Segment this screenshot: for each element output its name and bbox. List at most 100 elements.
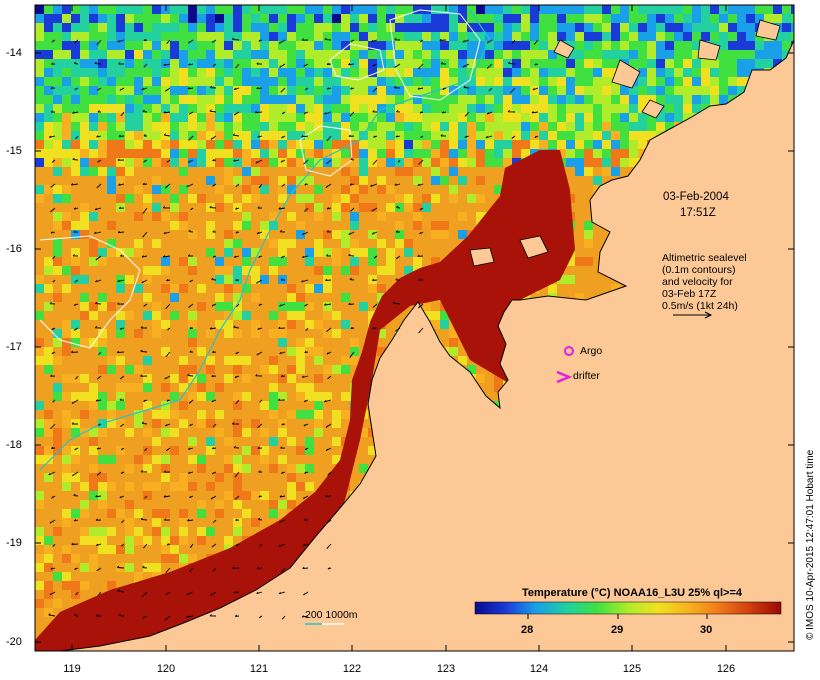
sst-pixel: [278, 32, 287, 41]
sst-pixel: [107, 77, 116, 86]
sst-pixel: [98, 149, 107, 158]
sst-pixel: [611, 104, 620, 113]
sst-pixel: [494, 113, 503, 122]
sst-pixel: [359, 203, 368, 212]
sst-pixel: [296, 302, 305, 311]
sst-pixel: [53, 293, 62, 302]
sst-pixel: [575, 257, 584, 266]
velocity-arrow: [96, 471, 102, 476]
sst-pixel: [53, 383, 62, 392]
sst-pixel: [413, 50, 422, 59]
sst-pixel: [296, 131, 305, 140]
sst-pixel: [296, 392, 305, 401]
sst-pixel: [125, 41, 134, 50]
sst-pixel: [251, 293, 260, 302]
sst-pixel: [314, 113, 323, 122]
sst-pixel: [305, 68, 314, 77]
sst-pixel: [539, 23, 548, 32]
sst-pixel: [125, 23, 134, 32]
sst-pixel: [107, 167, 116, 176]
sst-pixel: [431, 311, 440, 320]
sst-pixel: [449, 167, 458, 176]
sst-pixel: [449, 14, 458, 23]
sst-pixel: [125, 248, 134, 257]
sst-pixel: [458, 23, 467, 32]
sst-pixel: [305, 320, 314, 329]
sst-pixel: [206, 23, 215, 32]
sst-pixel: [719, 68, 728, 77]
sst-pixel: [314, 392, 323, 401]
sst-pixel: [53, 86, 62, 95]
sst-pixel: [143, 401, 152, 410]
velocity-arrow: [71, 542, 79, 545]
sst-pixel: [170, 122, 179, 131]
velocity-arrow: [189, 279, 194, 283]
sst-pixel: [44, 113, 53, 122]
velocity-arrow: [280, 567, 286, 573]
bathy-200m-contour: [39, 9, 491, 471]
sst-pixel: [683, 86, 692, 95]
sst-pixel: [233, 176, 242, 185]
sst-pixel: [98, 23, 107, 32]
sst-pixel: [116, 167, 125, 176]
sst-pixel: [305, 347, 314, 356]
sst-pixel: [710, 77, 719, 86]
sst-pixel: [638, 104, 647, 113]
sst-pixel: [260, 95, 269, 104]
sst-pixel: [71, 149, 80, 158]
sst-pixel: [629, 14, 638, 23]
sst-pixel: [287, 59, 296, 68]
velocity-arrow: [163, 231, 171, 235]
sst-pixel: [206, 59, 215, 68]
sst-pixel: [278, 59, 287, 68]
sst-pixel: [80, 14, 89, 23]
sst-pixel: [476, 50, 485, 59]
sst-pixel: [224, 230, 233, 239]
sst-pixel: [683, 50, 692, 59]
sst-pixel: [557, 149, 566, 158]
sst-pixel: [143, 23, 152, 32]
sst-pixel: [161, 77, 170, 86]
sst-pixel: [548, 284, 557, 293]
sst-pixel: [251, 32, 260, 41]
sst-pixel: [152, 212, 161, 221]
velocity-arrow: [73, 303, 79, 306]
sst-pixel: [296, 113, 305, 122]
sst-pixel: [224, 23, 233, 32]
sst-pixel: [242, 464, 251, 473]
sst-pixel: [656, 32, 665, 41]
sst-pixel: [305, 122, 314, 131]
sst-pixel: [287, 347, 296, 356]
sst-pixel: [674, 68, 683, 77]
sst-pixel: [314, 248, 323, 257]
sst-pixel: [80, 122, 89, 131]
sst-pixel: [629, 158, 638, 167]
sst-pixel: [620, 104, 629, 113]
sst-pixel: [242, 509, 251, 518]
sst-pixel: [251, 77, 260, 86]
sst-pixel: [143, 428, 152, 437]
sst-pixel: [62, 113, 71, 122]
sst-pixel: [701, 59, 710, 68]
sst-pixel: [512, 50, 521, 59]
sst-pixel: [188, 554, 197, 563]
sst-pixel: [224, 437, 233, 446]
sst-pixel: [161, 473, 170, 482]
sst-pixel: [98, 68, 107, 77]
sst-pixel: [584, 41, 593, 50]
sst-pixel: [143, 131, 152, 140]
sst-pixel: [134, 365, 143, 374]
sst-pixel: [296, 293, 305, 302]
sst-pixel: [737, 32, 746, 41]
sst-pixel: [251, 5, 260, 14]
sst-pixel: [692, 68, 701, 77]
sst-pixel: [314, 212, 323, 221]
sst-pixel: [575, 41, 584, 50]
sst-pixel: [161, 50, 170, 59]
sst-pixel: [152, 14, 161, 23]
sst-pixel: [89, 428, 98, 437]
sst-pixel: [278, 500, 287, 509]
sst-pixel: [602, 23, 611, 32]
sst-pixel: [89, 383, 98, 392]
sst-pixel: [341, 194, 350, 203]
